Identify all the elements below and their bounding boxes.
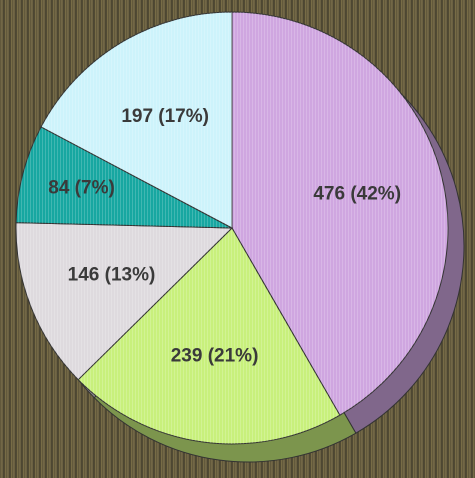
data-label: 476 (42%) (313, 184, 401, 205)
slice-texture (41, 12, 232, 228)
data-label: 197 (17%) (121, 106, 209, 127)
slice-texture (16, 126, 233, 228)
data-label: 146 (13%) (68, 265, 156, 286)
slice-texture (232, 12, 448, 416)
data-label: 239 (21%) (171, 345, 259, 366)
slice-texture (78, 228, 340, 444)
labels: 476 (42%) 239 (21%) 146 (13%) 84 (7%) 197 (1… (48, 106, 401, 366)
pie (15, 11, 449, 445)
slice-texture (15, 222, 232, 380)
data-label: 84 (7%) (48, 178, 115, 199)
